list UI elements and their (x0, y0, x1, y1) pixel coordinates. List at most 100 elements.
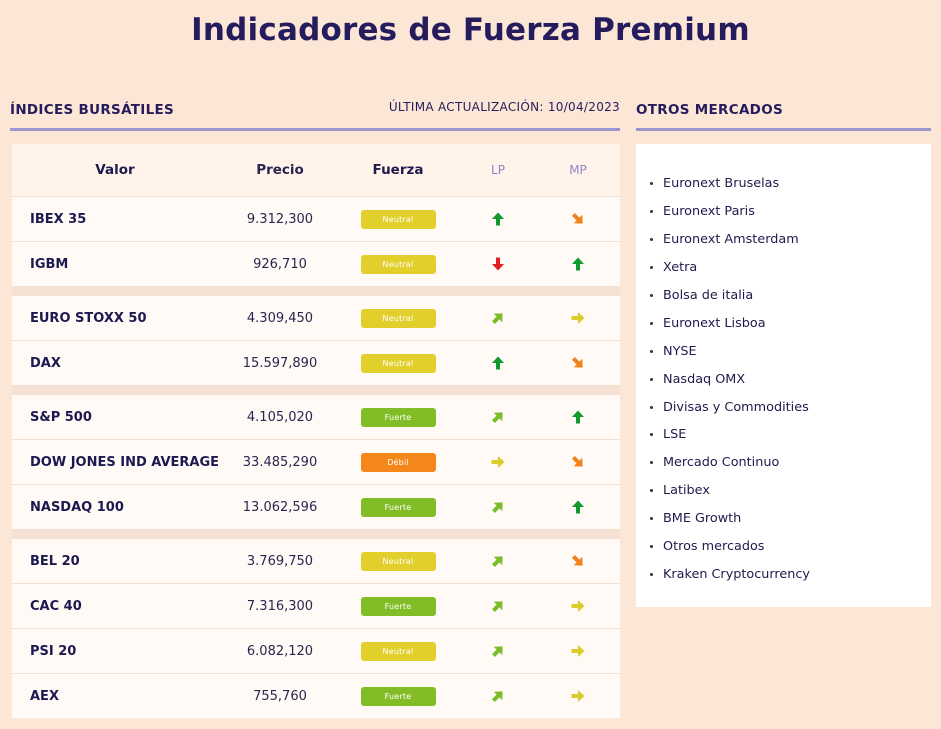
lp-trend (468, 440, 528, 484)
market-link-label[interactable]: Euronext Amsterdam (663, 232, 799, 248)
lp-trend (468, 197, 528, 241)
table-row[interactable]: EURO STOXX 50 4.309,450 Neutral (12, 296, 620, 341)
index-name[interactable]: IBEX 35 (30, 211, 87, 227)
market-link-item[interactable]: Euronext Paris (650, 198, 931, 226)
arrow-up-right-icon (491, 691, 503, 703)
indices-table: Valor Precio Fuerza LP MP IBEX 35 9.312,3… (12, 144, 620, 718)
market-link-item[interactable]: Euronext Amsterdam (650, 226, 931, 254)
index-price: 926,710 (253, 256, 307, 272)
index-price: 4.105,020 (246, 409, 314, 425)
column-header-fuerza[interactable]: Fuerza (372, 162, 424, 178)
other-markets-heading: OTROS MERCADOS (636, 102, 783, 118)
bullet-icon (650, 210, 653, 214)
force-cell: Neutral (352, 296, 444, 340)
market-link-item[interactable]: LSE (650, 421, 931, 449)
index-name[interactable]: EURO STOXX 50 (30, 310, 147, 326)
market-link-item[interactable]: Kraken Cryptocurrency (650, 560, 931, 588)
index-price: 9.312,300 (246, 211, 314, 227)
index-name[interactable]: DAX (30, 355, 61, 371)
market-link-label[interactable]: Latibex (663, 483, 710, 499)
force-badge: Neutral (360, 353, 436, 373)
index-name[interactable]: PSI 20 (30, 643, 77, 659)
bullet-icon (650, 545, 653, 549)
mp-trend (548, 539, 608, 583)
arrow-down-right-icon (571, 554, 583, 566)
market-link-label[interactable]: LSE (663, 427, 687, 443)
table-row[interactable]: AEX 755,760 Fuerte (12, 674, 620, 718)
arrow-down-icon (492, 257, 504, 271)
market-link-item[interactable]: Nasdaq OMX (650, 365, 931, 393)
market-link-label[interactable]: Bolsa de italia (663, 288, 754, 303)
lp-trend (468, 395, 528, 439)
market-link-label[interactable]: NYSE (663, 343, 697, 359)
arrow-right-icon (571, 690, 585, 702)
arrow-up-right-icon (491, 556, 503, 568)
market-link-label[interactable]: Euronext Lisboa (663, 315, 766, 331)
market-link-label[interactable]: Mercado Continuo (663, 455, 780, 471)
column-header-precio[interactable]: Precio (256, 162, 304, 178)
table-row[interactable]: S&P 500 4.105,020 Fuerte (12, 395, 620, 440)
mp-trend (548, 197, 608, 241)
arrow-up-icon (492, 212, 504, 226)
table-row[interactable]: PSI 20 6.082,120 Neutral (12, 629, 620, 674)
group-separator (12, 287, 620, 296)
market-link-item[interactable]: Euronext Lisboa (650, 309, 931, 337)
arrow-right-icon (571, 645, 585, 657)
indices-section-header: ÍNDICES BURSÁTILES ÚLTIMA ACTUALIZACIÓN:… (10, 100, 620, 131)
index-name[interactable]: IGBM (30, 256, 69, 272)
index-name[interactable]: NASDAQ 100 (30, 499, 124, 515)
market-link-label[interactable]: Divisas y Commodities (663, 399, 809, 415)
lp-trend (468, 674, 528, 718)
market-link-label[interactable]: Nasdaq OMX (663, 371, 746, 387)
table-row[interactable]: IBEX 35 9.312,300 Neutral (12, 197, 620, 242)
market-link-label[interactable]: Euronext Bruselas (663, 176, 780, 192)
market-link-item[interactable]: Xetra (650, 254, 931, 282)
mp-trend (548, 341, 608, 385)
table-body: IBEX 35 9.312,300 Neutral IGBM 926,710 Neutra… (12, 197, 620, 718)
force-badge: Neutral (360, 641, 436, 661)
index-name[interactable]: DOW JONES IND AVERAGE (30, 454, 220, 470)
market-link-item[interactable]: Euronext Bruselas (650, 170, 931, 198)
bullet-icon (650, 517, 653, 521)
bullet-icon (650, 572, 653, 576)
index-name[interactable]: CAC 40 (30, 598, 82, 614)
index-name[interactable]: S&P 500 (30, 409, 92, 425)
table-row[interactable]: IGBM 926,710 Neutral (12, 242, 620, 287)
table-row[interactable]: DOW JONES IND AVERAGE 33.485,290 Débil (12, 440, 620, 485)
market-link-label[interactable]: Euronext Paris (663, 204, 755, 220)
force-cell: Neutral (352, 629, 444, 673)
column-header-lp[interactable]: LP (491, 163, 505, 177)
market-link-label[interactable]: Kraken Cryptocurrency (663, 566, 810, 582)
column-header-valor[interactable]: Valor (95, 162, 135, 178)
market-link-item[interactable]: BME Growth (650, 505, 931, 533)
force-badge: Neutral (360, 209, 436, 229)
table-row[interactable]: NASDAQ 100 13.062,596 Fuerte (12, 485, 620, 530)
bullet-icon (650, 294, 653, 297)
table-row[interactable]: DAX 15.597,890 Neutral (12, 341, 620, 386)
market-link-item[interactable]: Mercado Continuo (650, 449, 931, 477)
table-header-row: Valor Precio Fuerza LP MP (12, 144, 620, 197)
index-price: 755,760 (253, 688, 307, 704)
market-link-item[interactable]: NYSE (650, 337, 931, 365)
lp-trend (468, 539, 528, 583)
bullet-icon (650, 377, 653, 381)
market-link-item[interactable]: Otros mercados (650, 533, 931, 561)
market-link-item[interactable]: Divisas y Commodities (650, 393, 931, 421)
arrow-up-icon (572, 257, 584, 271)
index-name[interactable]: AEX (30, 688, 59, 704)
index-price: 33.485,290 (242, 454, 318, 470)
market-link-label[interactable]: Otros mercados (663, 539, 765, 555)
table-row[interactable]: CAC 40 7.316,300 Fuerte (12, 584, 620, 629)
market-link-item[interactable]: Bolsa de italia (650, 282, 931, 310)
market-link-item[interactable]: Latibex (650, 477, 931, 505)
column-header-mp[interactable]: MP (569, 163, 587, 177)
index-name[interactable]: BEL 20 (30, 553, 80, 569)
bullet-icon (650, 433, 653, 437)
force-cell: Neutral (352, 197, 444, 241)
force-badge: Neutral (360, 308, 436, 328)
market-link-label[interactable]: Xetra (663, 260, 698, 276)
market-link-label[interactable]: BME Growth (663, 511, 742, 527)
table-row[interactable]: BEL 20 3.769,750 Neutral (12, 539, 620, 584)
arrow-up-right-icon (491, 313, 503, 325)
page-title: Indicadores de Fuerza Premium (191, 12, 750, 48)
